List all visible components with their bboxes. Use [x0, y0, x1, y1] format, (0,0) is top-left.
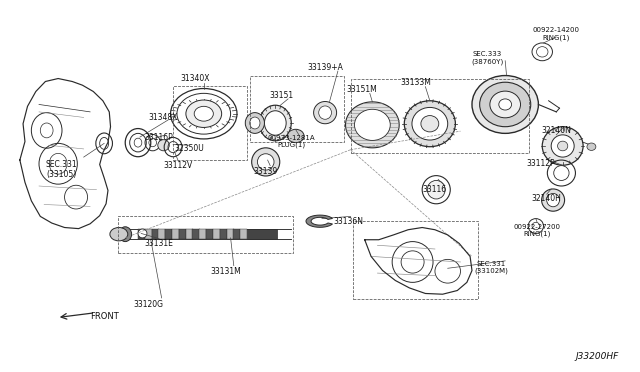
Ellipse shape [186, 100, 221, 128]
Bar [173, 86, 246, 160]
Bar [240, 229, 247, 239]
Bar [179, 229, 186, 239]
Text: 33133M: 33133M [401, 78, 431, 87]
Bar [213, 229, 220, 239]
Ellipse shape [259, 105, 291, 141]
Bar [250, 76, 344, 141]
Text: FRONT: FRONT [90, 312, 118, 321]
Text: 00922-27200
RING(1): 00922-27200 RING(1) [514, 224, 561, 237]
Text: 32350U: 32350U [174, 144, 204, 153]
Ellipse shape [319, 106, 332, 119]
Text: 33112V: 33112V [164, 161, 193, 170]
Ellipse shape [138, 229, 147, 238]
Text: SEC.333
(38760Y): SEC.333 (38760Y) [471, 51, 504, 65]
Text: 32140H: 32140H [532, 195, 562, 203]
Ellipse shape [314, 102, 337, 124]
Ellipse shape [257, 154, 274, 170]
Ellipse shape [490, 91, 520, 118]
Text: 33131M: 33131M [210, 267, 241, 276]
Text: 33116P: 33116P [145, 133, 173, 142]
Ellipse shape [194, 106, 213, 121]
Text: 33139+A: 33139+A [307, 63, 343, 72]
Bar [152, 229, 159, 239]
Ellipse shape [554, 166, 569, 180]
Bar [186, 229, 193, 239]
Ellipse shape [472, 76, 538, 134]
Ellipse shape [250, 117, 260, 129]
Text: SEC.331
(33105): SEC.331 (33105) [45, 160, 77, 179]
Ellipse shape [404, 101, 456, 147]
Text: 33151: 33151 [269, 91, 294, 100]
Bar [165, 229, 172, 239]
Bar [118, 217, 293, 253]
Bar [220, 229, 227, 239]
Bar [159, 229, 166, 239]
Bar [193, 229, 200, 239]
Text: 33139: 33139 [253, 167, 278, 176]
Ellipse shape [264, 111, 286, 135]
Ellipse shape [421, 116, 439, 132]
Ellipse shape [355, 109, 390, 140]
Text: 31348X: 31348X [149, 113, 178, 122]
Text: 32140N: 32140N [541, 126, 572, 135]
Ellipse shape [158, 140, 170, 151]
Bar [145, 229, 152, 239]
Text: 33136N: 33136N [333, 217, 364, 226]
Bar [138, 229, 145, 239]
Bar [351, 78, 529, 153]
Ellipse shape [499, 99, 511, 110]
Text: 33116: 33116 [423, 185, 447, 194]
Text: 33131E: 33131E [145, 239, 173, 248]
Bar [206, 229, 213, 239]
Bar [172, 229, 179, 239]
Ellipse shape [542, 127, 583, 165]
Text: 31340X: 31340X [180, 74, 210, 83]
Text: 33112P: 33112P [526, 159, 555, 168]
Ellipse shape [541, 189, 564, 211]
Ellipse shape [119, 227, 132, 241]
Text: 33120G: 33120G [134, 300, 164, 309]
Text: 00922-14200
RING(1): 00922-14200 RING(1) [532, 27, 580, 41]
Text: 00933-1281A
PLUG(1): 00933-1281A PLUG(1) [268, 135, 315, 148]
Ellipse shape [245, 113, 264, 134]
Bar [227, 229, 234, 239]
Ellipse shape [252, 148, 280, 176]
Bar [246, 229, 277, 239]
Ellipse shape [287, 129, 304, 142]
Bar [199, 229, 206, 239]
Ellipse shape [412, 108, 448, 140]
Ellipse shape [110, 228, 128, 241]
Ellipse shape [557, 141, 568, 151]
Text: SEC.331
(33102M): SEC.331 (33102M) [474, 261, 508, 274]
Polygon shape [306, 215, 333, 227]
Text: J33200HF: J33200HF [575, 352, 619, 361]
Ellipse shape [587, 143, 596, 150]
Text: 33151M: 33151M [346, 85, 377, 94]
Polygon shape [346, 102, 399, 148]
Ellipse shape [428, 180, 445, 199]
Bar [234, 229, 241, 239]
Ellipse shape [547, 193, 559, 207]
Bar [353, 221, 477, 299]
Ellipse shape [479, 82, 531, 127]
Ellipse shape [551, 135, 574, 157]
